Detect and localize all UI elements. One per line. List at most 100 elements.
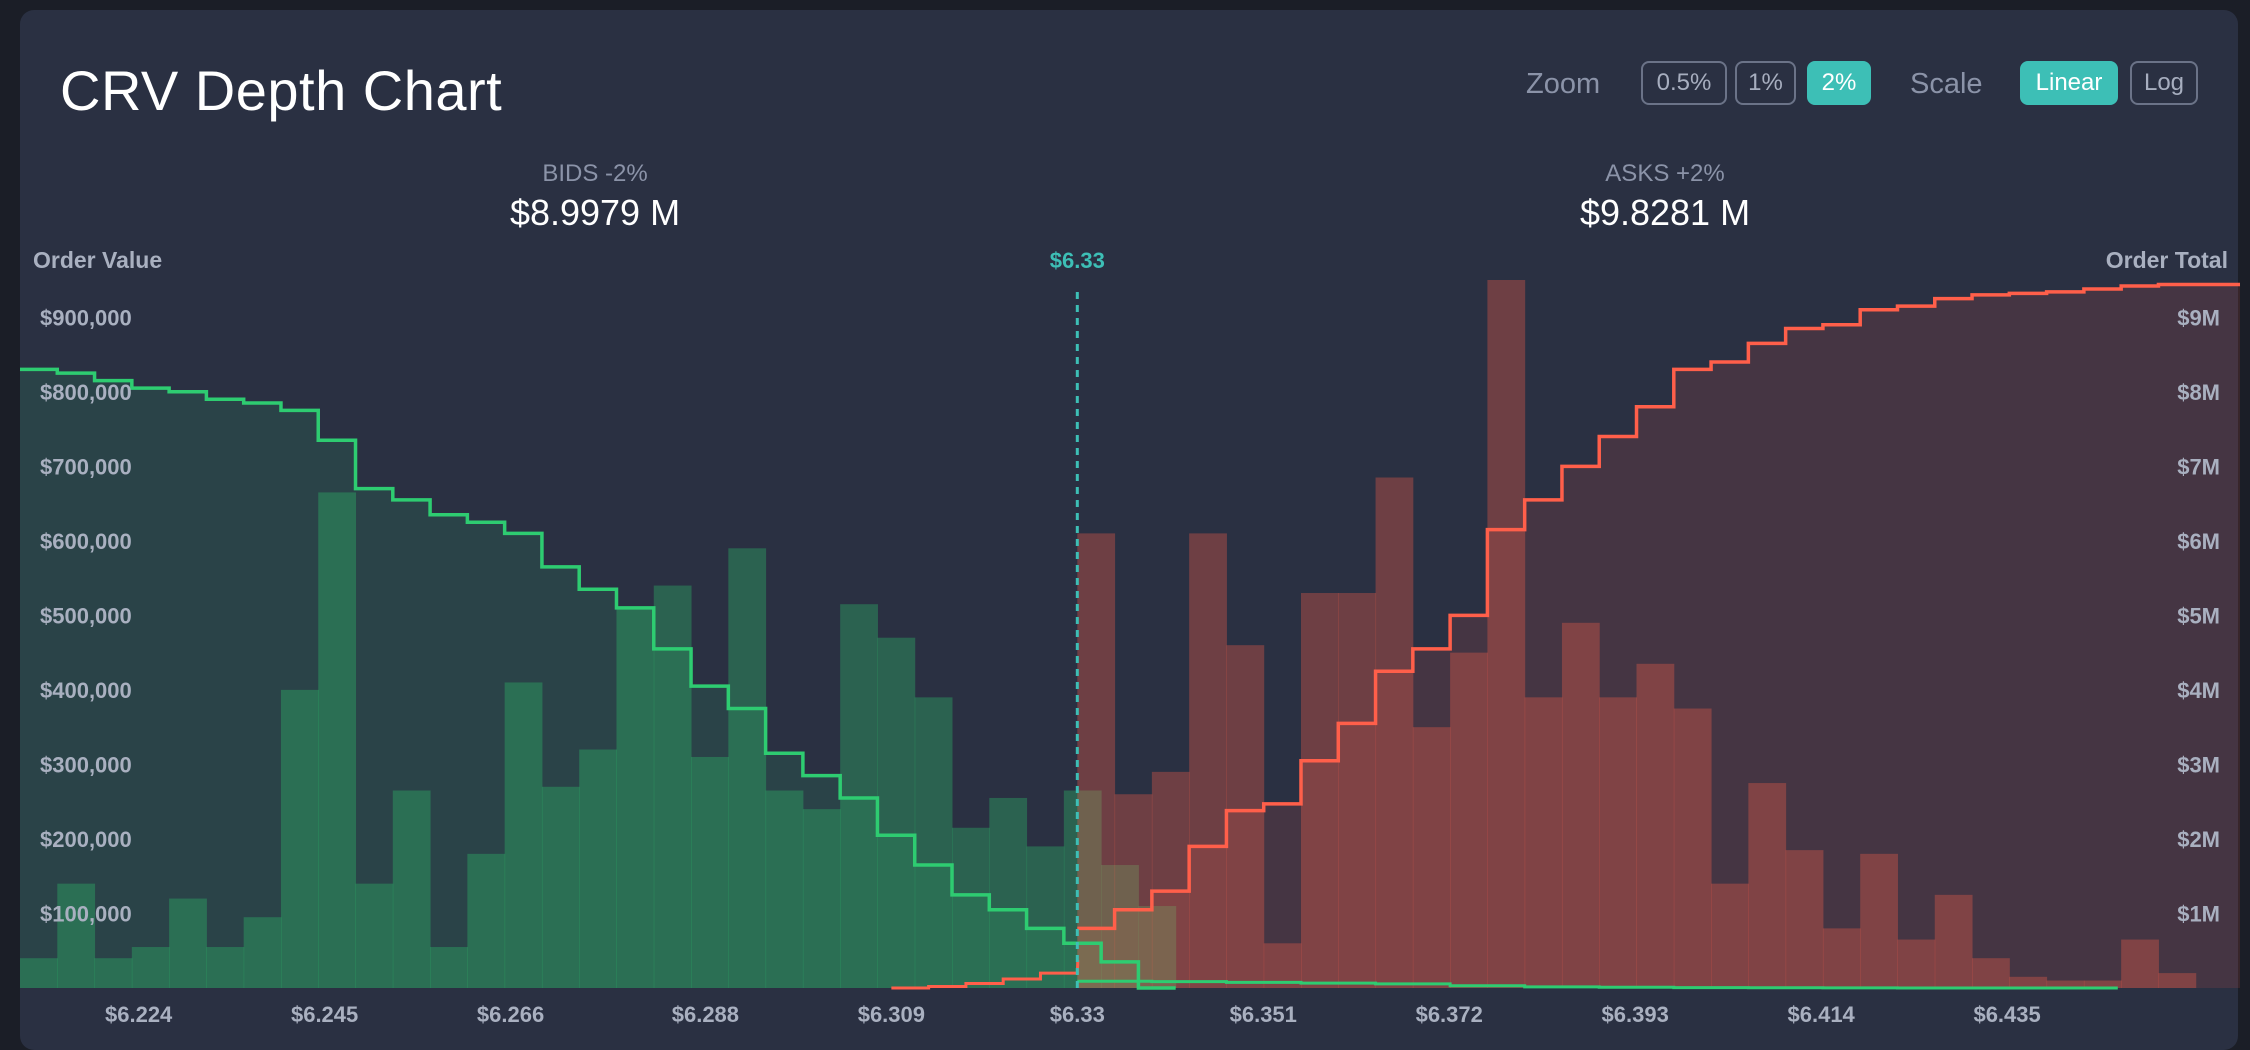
asks-value: $9.8281 M bbox=[1579, 192, 1751, 233]
bid-bar bbox=[504, 682, 543, 988]
left-tick-label: $400,000 bbox=[40, 678, 132, 703]
right-tick-label: $4M bbox=[2177, 678, 2220, 703]
scale-linear-button[interactable]: Linear bbox=[2020, 61, 2118, 105]
bid-bar bbox=[653, 585, 692, 988]
right-tick-label: $6M bbox=[2177, 529, 2220, 554]
page-title: CRV Depth Chart bbox=[60, 59, 503, 122]
x-tick-label: $6.372 bbox=[1416, 1002, 1483, 1027]
ask-bar bbox=[1561, 622, 1600, 988]
zoom-1-button[interactable]: 1% bbox=[1735, 61, 1796, 105]
zoom-2-button[interactable]: 2% bbox=[1807, 61, 1871, 105]
left-tick-label: $800,000 bbox=[40, 380, 132, 405]
ask-bar bbox=[1226, 645, 1265, 988]
bid-bar bbox=[57, 883, 96, 988]
x-tick-label: $6.393 bbox=[1602, 1002, 1669, 1027]
left-tick-label: $700,000 bbox=[40, 454, 132, 479]
bid-bar bbox=[392, 790, 431, 988]
bid-cumulative-area bbox=[20, 369, 1176, 988]
bid-total-mirror-line bbox=[1077, 979, 2118, 990]
ask-bar bbox=[1189, 533, 1227, 988]
ask-bar bbox=[1450, 652, 1488, 988]
left-tick-label: $500,000 bbox=[40, 603, 132, 628]
zoom-0.5-button[interactable]: 0.5% bbox=[1641, 61, 1727, 105]
x-tick-label: $6.309 bbox=[858, 1002, 925, 1027]
ask-bar bbox=[1711, 883, 1749, 988]
asks-label: ASKS +2% bbox=[1605, 160, 1725, 187]
ask-bar bbox=[1487, 280, 1526, 988]
ask-bar bbox=[1375, 477, 1414, 988]
scale-label: Scale bbox=[1910, 68, 1983, 100]
ask-bar bbox=[2158, 973, 2197, 988]
ask-bar bbox=[1748, 783, 1787, 988]
ask-bar bbox=[1524, 697, 1563, 988]
bid-bar bbox=[1063, 790, 1102, 988]
x-tick-label: $6.351 bbox=[1230, 1002, 1297, 1027]
depth-chart-panel: CRV Depth Chart Zoom 0.5% 1% 2% Scale Li… bbox=[20, 10, 2238, 1050]
ask-bar bbox=[1972, 958, 2010, 988]
x-tick-label: $6.224 bbox=[105, 1002, 173, 1027]
left-tick-label: $900,000 bbox=[40, 305, 132, 330]
bids-value: $8.9979 M bbox=[509, 192, 681, 233]
bid-bar bbox=[169, 898, 207, 988]
right-tick-label: $9M bbox=[2177, 305, 2220, 330]
bid-bar bbox=[94, 958, 133, 988]
asks-summary: ASKS +2% $9.8281 M bbox=[1465, 160, 1865, 234]
zoom-label: Zoom bbox=[1526, 68, 1601, 100]
bid-bar bbox=[877, 637, 916, 988]
ask-cumulative-area bbox=[1077, 284, 2240, 989]
bid-bar bbox=[355, 883, 394, 988]
right-axis-title: Order Total bbox=[2105, 247, 2228, 273]
ask-bar bbox=[1077, 533, 1116, 988]
ask-bar bbox=[1338, 593, 1377, 988]
ask-bar bbox=[1263, 943, 1302, 988]
right-tick-label: $8M bbox=[2177, 380, 2220, 405]
scale-log-button[interactable]: Log bbox=[2130, 61, 2198, 105]
left-tick-label: $200,000 bbox=[40, 827, 132, 852]
x-tick-label: $6.435 bbox=[1973, 1002, 2040, 1027]
x-tick-label: $6.33 bbox=[1050, 1002, 1105, 1027]
bid-cumulative-line bbox=[20, 367, 1176, 990]
ask-bar bbox=[1300, 593, 1339, 988]
ask-bar bbox=[1785, 850, 1824, 988]
bid-bar bbox=[1138, 906, 1177, 988]
bid-bar bbox=[840, 604, 878, 988]
bid-bar bbox=[1101, 865, 1139, 988]
ask-bar bbox=[1897, 939, 1936, 988]
right-tick-label: $5M bbox=[2177, 603, 2220, 628]
bids-summary: BIDS -2% $8.9979 M bbox=[395, 160, 795, 234]
ask-bar bbox=[1599, 697, 1638, 988]
bid-bar bbox=[728, 548, 767, 988]
left-tick-label: $600,000 bbox=[40, 529, 132, 554]
ask-bar bbox=[1860, 853, 1898, 988]
ask-bar bbox=[1934, 894, 1973, 988]
right-tick-label: $2M bbox=[2177, 827, 2220, 852]
ask-bar bbox=[2121, 939, 2159, 988]
x-tick-label: $6.288 bbox=[672, 1002, 739, 1027]
right-tick-label: $1M bbox=[2177, 901, 2220, 926]
bid-bar bbox=[318, 492, 357, 988]
ask-cumulative-line bbox=[1077, 282, 2240, 931]
left-axis-title: Order Value bbox=[33, 247, 163, 273]
bid-bar bbox=[914, 697, 953, 988]
mid-price-label: $6.33 bbox=[1050, 248, 1105, 273]
ask-bar bbox=[1822, 928, 1861, 988]
bid-bar bbox=[616, 607, 655, 988]
bid-bar bbox=[541, 786, 580, 988]
right-tick-label: $7M bbox=[2177, 454, 2220, 479]
bid-bar bbox=[691, 756, 729, 988]
left-tick-label: $100,000 bbox=[40, 901, 132, 926]
x-tick-label: $6.266 bbox=[477, 1002, 544, 1027]
bid-bar bbox=[280, 689, 319, 988]
bid-bar bbox=[243, 917, 282, 988]
bid-bar bbox=[206, 947, 245, 988]
left-tick-label: $300,000 bbox=[40, 752, 132, 777]
ask-bar bbox=[2046, 980, 2085, 988]
bid-bar bbox=[467, 853, 506, 988]
ask-bar bbox=[1636, 663, 1675, 988]
ask-bar bbox=[1673, 708, 1712, 988]
bid-bar bbox=[765, 790, 804, 988]
x-tick-label: $6.245 bbox=[291, 1002, 358, 1027]
bid-bar bbox=[1026, 846, 1065, 988]
bid-bar bbox=[20, 958, 58, 988]
